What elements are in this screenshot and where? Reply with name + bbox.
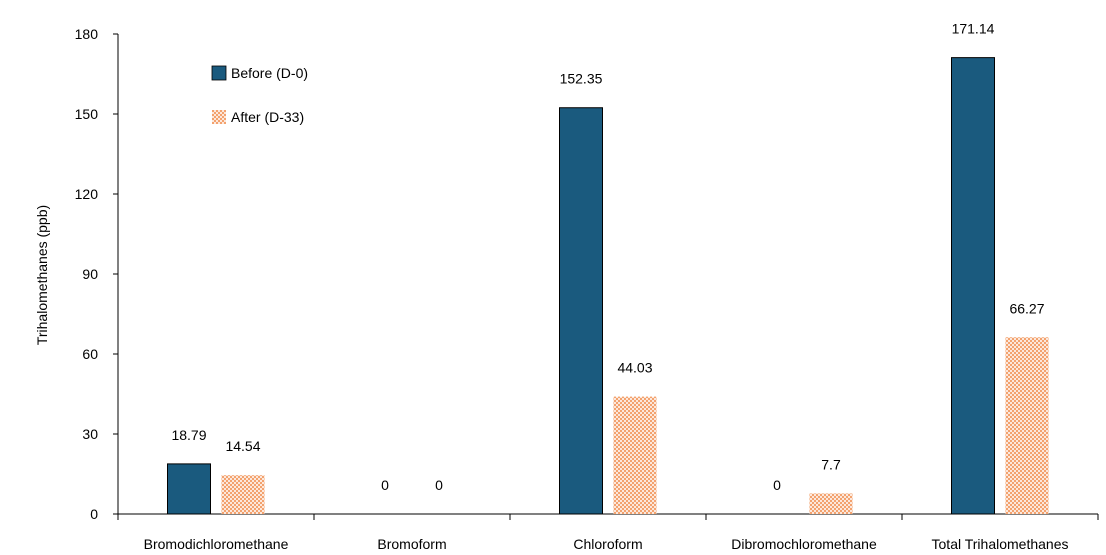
data-label-after: 0 (435, 477, 443, 493)
x-category-label: Total Trihalomethanes (932, 536, 1069, 552)
data-label-after: 14.54 (225, 438, 260, 454)
y-tick-label: 90 (82, 266, 98, 282)
y-axis: 0 30 60 90 120 150 180 (75, 26, 119, 522)
data-label-before: 171.14 (952, 21, 995, 37)
data-label-before: 18.79 (171, 427, 206, 443)
bar-after (809, 493, 853, 514)
y-tick-label: 150 (75, 106, 99, 122)
y-tick-label: 60 (82, 346, 98, 362)
legend-swatch-after (212, 110, 226, 124)
x-category-label: Chloroform (573, 536, 642, 552)
data-label-after: 7.7 (821, 456, 841, 472)
y-tick-label: 30 (82, 426, 98, 442)
bar-before (951, 57, 995, 515)
legend: Before (D-0) After (D-33) (211, 65, 308, 125)
data-label-before: 0 (773, 477, 781, 493)
legend-label-after: After (D-33) (231, 109, 304, 125)
bar-after (613, 396, 657, 514)
data-label-before: 152.35 (560, 71, 603, 87)
y-tick-label: 0 (90, 506, 98, 522)
y-axis-title: Trihalomethanes (ppb) (34, 205, 50, 345)
bar-before (559, 107, 603, 515)
data-label-before: 0 (381, 477, 389, 493)
x-axis: Bromodichloromethane Bromoform Chloroform D… (117, 513, 1099, 552)
x-category-label: Bromodichloromethane (144, 536, 289, 552)
bar-before (167, 463, 211, 515)
x-category-label: Bromoform (377, 536, 446, 552)
bar-after (221, 475, 265, 514)
y-tick-label: 120 (75, 186, 99, 202)
bar-after (1005, 337, 1049, 514)
x-category-label: Dibromochloromethane (731, 536, 877, 552)
value-labels-group: 18.79 14.54 0 0 152.35 44.03 0 7.7 171.14 66.27 (171, 21, 1044, 493)
data-label-after: 44.03 (617, 360, 652, 376)
legend-swatch-before (211, 65, 227, 81)
bars-group (167, 57, 1049, 515)
legend-label-before: Before (D-0) (231, 65, 308, 81)
data-label-after: 66.27 (1009, 300, 1044, 316)
y-tick-label: 180 (75, 26, 99, 42)
